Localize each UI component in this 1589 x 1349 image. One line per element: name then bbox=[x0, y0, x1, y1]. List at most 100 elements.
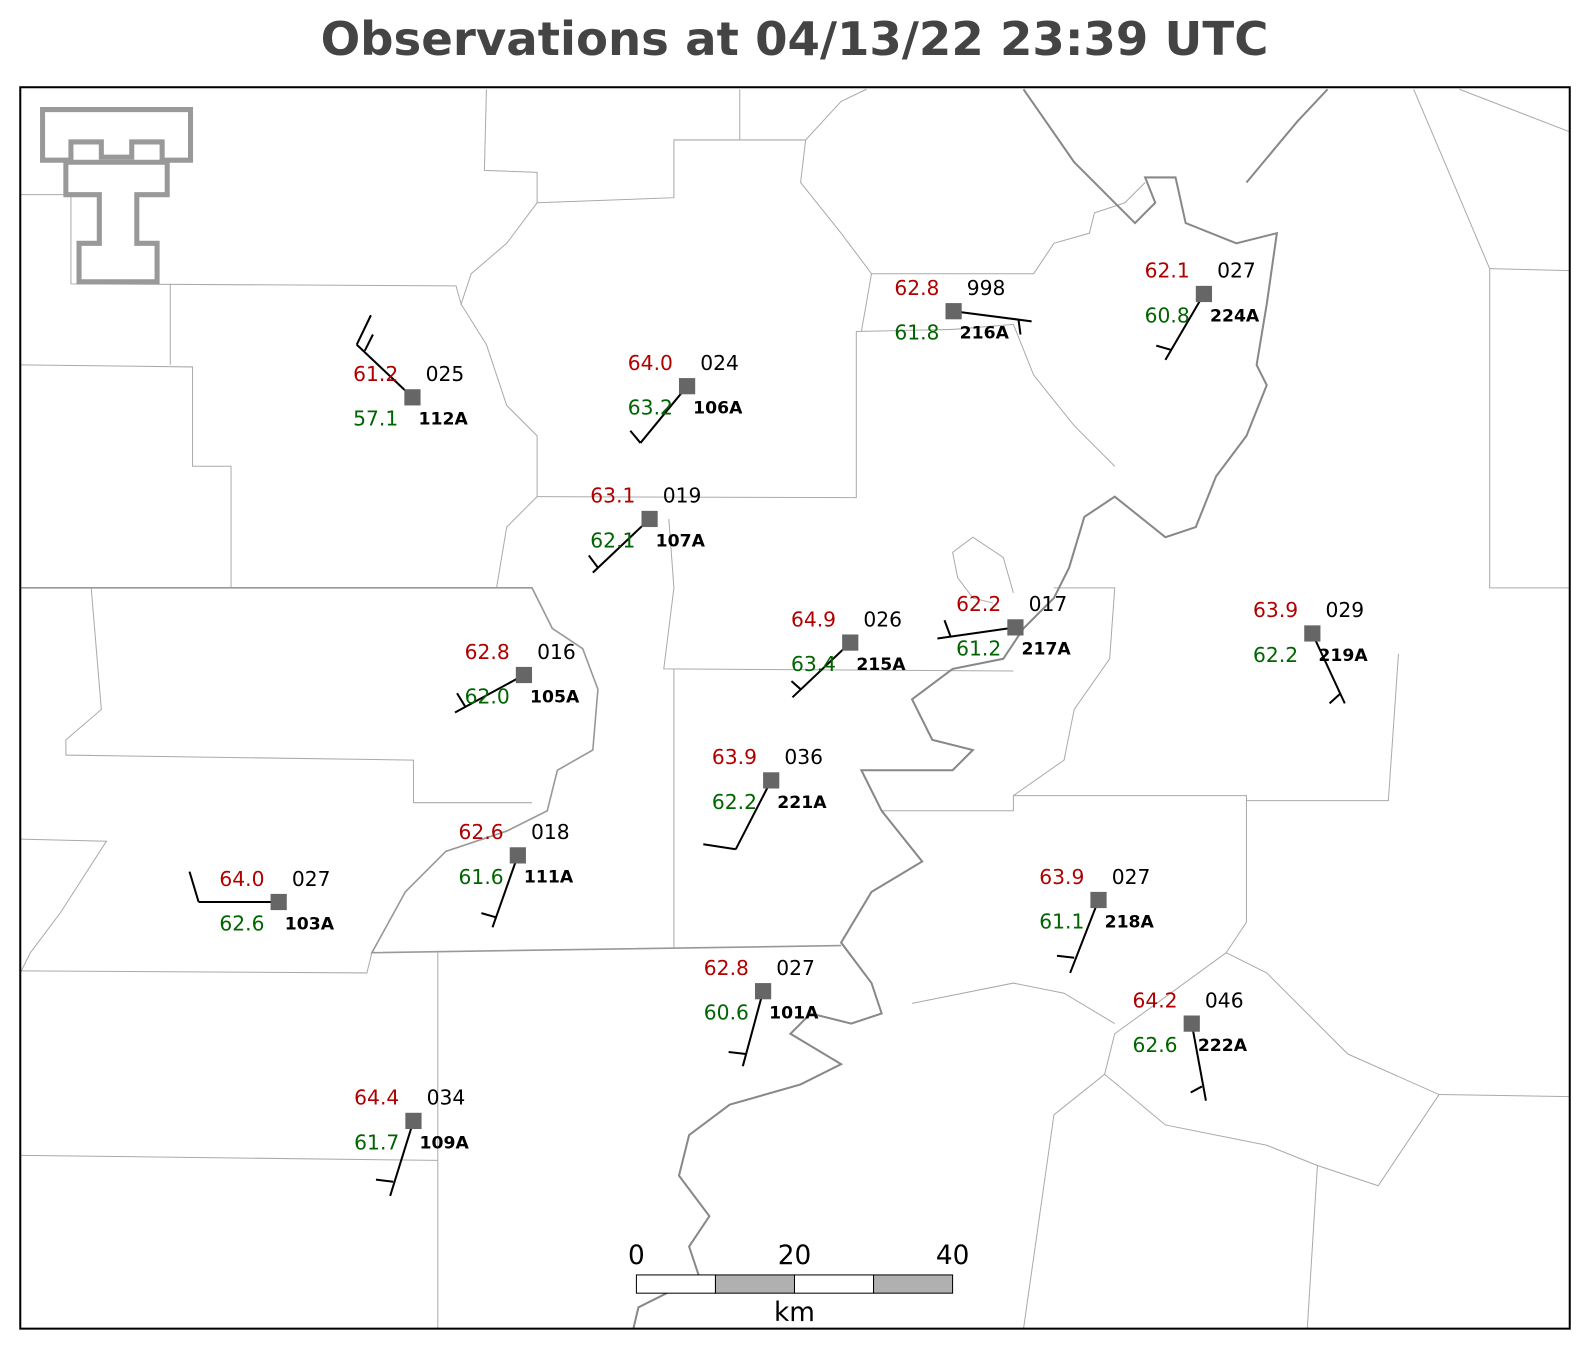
station-id: 101A bbox=[769, 1004, 819, 1024]
station-marker bbox=[1195, 285, 1213, 303]
logo bbox=[40, 107, 194, 285]
station-marker bbox=[515, 666, 533, 684]
pressure: 027 bbox=[1217, 259, 1256, 283]
station-marker bbox=[1090, 891, 1107, 909]
dewpoint: 57.1 bbox=[353, 407, 398, 431]
pressure: 026 bbox=[863, 607, 902, 631]
station-id: 106A bbox=[693, 399, 743, 419]
station-marker bbox=[270, 893, 287, 911]
station-id: 112A bbox=[419, 410, 469, 430]
wind-barb bbox=[791, 641, 851, 699]
temperature: 63.1 bbox=[590, 484, 635, 508]
station-id: 103A bbox=[285, 914, 335, 934]
station-marker bbox=[1304, 625, 1321, 642]
wind-barb-flag bbox=[1156, 344, 1171, 351]
pressure: 019 bbox=[663, 484, 702, 508]
wind-barb-flag bbox=[587, 554, 599, 569]
wind-barb bbox=[1069, 899, 1100, 974]
station-marker bbox=[641, 510, 658, 528]
wind-barb bbox=[1311, 633, 1346, 704]
wind-barb bbox=[454, 674, 525, 714]
station-id: 216A bbox=[960, 324, 1010, 344]
station-marker bbox=[404, 389, 421, 406]
temperature: 64.4 bbox=[354, 1086, 399, 1110]
temperature: 62.8 bbox=[704, 956, 749, 980]
station-marker bbox=[842, 634, 859, 651]
dewpoint: 61.6 bbox=[459, 865, 504, 889]
station-id: 218A bbox=[1105, 912, 1155, 932]
temperature: 63.9 bbox=[1039, 865, 1084, 889]
map-frame bbox=[19, 86, 1571, 1330]
station-marker bbox=[405, 1112, 422, 1130]
temperature: 63.9 bbox=[1253, 598, 1298, 622]
pressure: 034 bbox=[427, 1086, 466, 1110]
station-id: 221A bbox=[777, 793, 827, 813]
station-marker bbox=[763, 772, 780, 789]
dewpoint: 60.8 bbox=[1145, 303, 1190, 327]
pressure: 027 bbox=[1112, 865, 1151, 889]
station-marker bbox=[678, 378, 696, 395]
wind-barb bbox=[953, 310, 1032, 323]
wind-barb bbox=[1164, 293, 1205, 361]
dewpoint: 61.1 bbox=[1039, 909, 1084, 933]
dewpoint: 62.0 bbox=[465, 684, 510, 708]
dewpoint: 62.1 bbox=[590, 528, 635, 552]
wind-barb-flag bbox=[456, 692, 467, 707]
wind-barb-flag bbox=[188, 871, 200, 903]
temperature: 62.6 bbox=[459, 820, 504, 844]
pressure: 025 bbox=[426, 362, 465, 386]
pressure: 024 bbox=[700, 351, 739, 375]
station-marker bbox=[754, 983, 772, 1000]
wind-barb bbox=[741, 990, 765, 1067]
pressure: 046 bbox=[1205, 988, 1244, 1012]
wind-barb-flag bbox=[363, 334, 374, 352]
scale-label: 40 bbox=[936, 1241, 970, 1271]
dewpoint: 61.8 bbox=[894, 321, 939, 345]
temperature: 62.8 bbox=[894, 276, 939, 300]
dewpoint: 62.6 bbox=[1132, 1033, 1177, 1057]
wind-barb-flag bbox=[728, 1050, 746, 1056]
wind-barb-flag bbox=[1056, 954, 1075, 959]
station-id: 217A bbox=[1022, 640, 1072, 660]
temperature: 63.9 bbox=[712, 745, 757, 769]
wind-barb-flag bbox=[703, 843, 736, 851]
wind-barb bbox=[937, 626, 1016, 640]
pressure: 017 bbox=[1029, 592, 1068, 616]
station-id: 222A bbox=[1198, 1036, 1248, 1056]
station-marker bbox=[945, 303, 962, 320]
pressure: 027 bbox=[292, 867, 331, 891]
temperature: 62.2 bbox=[956, 592, 1001, 616]
station-id: 215A bbox=[856, 655, 906, 675]
temperature: 64.0 bbox=[219, 867, 264, 891]
scale-bar: 0 20 40 km bbox=[628, 1241, 969, 1328]
wind-barb bbox=[1190, 1023, 1207, 1101]
station-marker bbox=[1007, 619, 1024, 636]
wind-barb-flag bbox=[1017, 319, 1022, 335]
pressure: 036 bbox=[784, 745, 823, 769]
temperature: 64.0 bbox=[628, 351, 673, 375]
dewpoint: 62.2 bbox=[1253, 643, 1298, 667]
boundaries bbox=[19, 88, 1570, 1329]
dewpoint: 62.2 bbox=[712, 790, 757, 814]
station-id: 111A bbox=[524, 868, 574, 888]
station-id: 109A bbox=[420, 1133, 470, 1153]
wind-barb-flag bbox=[790, 680, 802, 690]
pressure: 998 bbox=[967, 276, 1006, 300]
station-id: 219A bbox=[1318, 646, 1368, 666]
wind-barb bbox=[389, 1120, 415, 1197]
wind-barb-flag bbox=[1190, 1085, 1203, 1094]
wind-barb-flag bbox=[375, 1178, 394, 1183]
temperature: 61.2 bbox=[353, 362, 398, 386]
scale-label: 20 bbox=[778, 1241, 812, 1271]
pressure: 018 bbox=[531, 820, 570, 844]
dewpoint: 61.7 bbox=[354, 1130, 399, 1154]
dewpoint: 63.2 bbox=[628, 396, 673, 420]
wind-barb bbox=[734, 779, 773, 850]
pressure: 027 bbox=[776, 956, 815, 980]
wind-barb-flag bbox=[481, 912, 496, 919]
scale-unit: km bbox=[774, 1298, 815, 1328]
map-title: Observations at 04/13/22 23:39 UTC bbox=[321, 12, 1269, 66]
wind-barb-flag bbox=[629, 430, 642, 444]
temperature: 62.1 bbox=[1145, 259, 1190, 283]
dewpoint: 62.6 bbox=[219, 911, 264, 935]
